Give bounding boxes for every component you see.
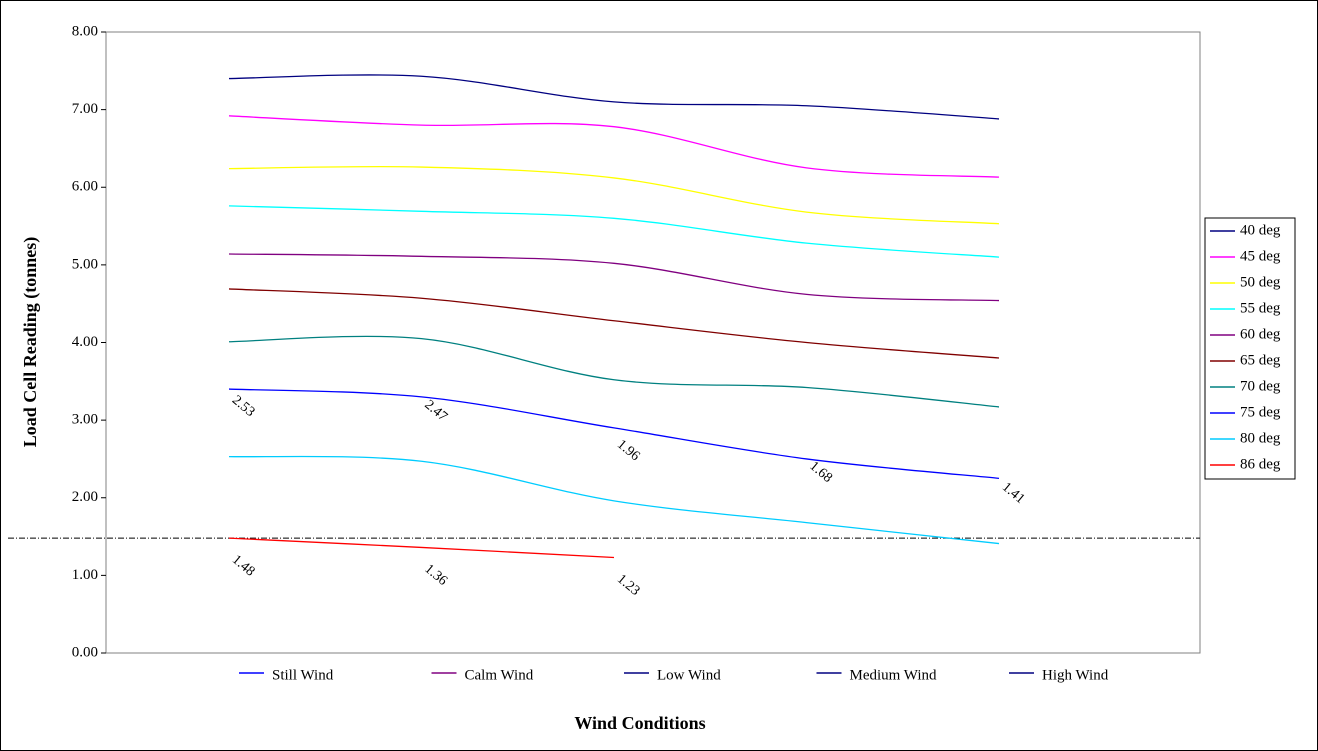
y-tick-label: 8.00 xyxy=(72,23,98,39)
y-tick-label: 1.00 xyxy=(72,567,98,583)
y-tick-label: 4.00 xyxy=(72,334,98,350)
legend-label: 50 deg xyxy=(1240,274,1281,290)
x-tick-label: Low Wind xyxy=(657,667,721,683)
y-tick-label: 3.00 xyxy=(72,412,98,428)
legend-label: 45 deg xyxy=(1240,248,1281,264)
chart: Load Cell Reading (tonnes) Wind Conditio… xyxy=(0,0,1318,751)
x-tick-label: Still Wind xyxy=(272,667,334,683)
chart-border xyxy=(1,1,1318,751)
y-tick-label: 0.00 xyxy=(72,644,98,660)
legend-label: 40 deg xyxy=(1240,222,1281,238)
x-tick-label: High Wind xyxy=(1042,667,1109,683)
x-tick-label: Medium Wind xyxy=(850,667,938,683)
x-axis-title: Wind Conditions xyxy=(574,713,705,733)
legend-label: 65 deg xyxy=(1240,352,1281,368)
y-tick-label: 7.00 xyxy=(72,101,98,117)
y-tick-label: 6.00 xyxy=(72,179,98,195)
legend-label: 55 deg xyxy=(1240,300,1281,316)
y-tick-label: 2.00 xyxy=(72,489,98,505)
legend-label: 60 deg xyxy=(1240,326,1281,342)
legend-label: 80 deg xyxy=(1240,430,1281,446)
legend-label: 86 deg xyxy=(1240,456,1281,472)
legend-label: 70 deg xyxy=(1240,378,1281,394)
x-tick-label: Calm Wind xyxy=(465,667,534,683)
y-axis-title: Load Cell Reading (tonnes) xyxy=(20,237,41,448)
legend-label: 75 deg xyxy=(1240,404,1281,420)
y-tick-label: 5.00 xyxy=(72,256,98,272)
